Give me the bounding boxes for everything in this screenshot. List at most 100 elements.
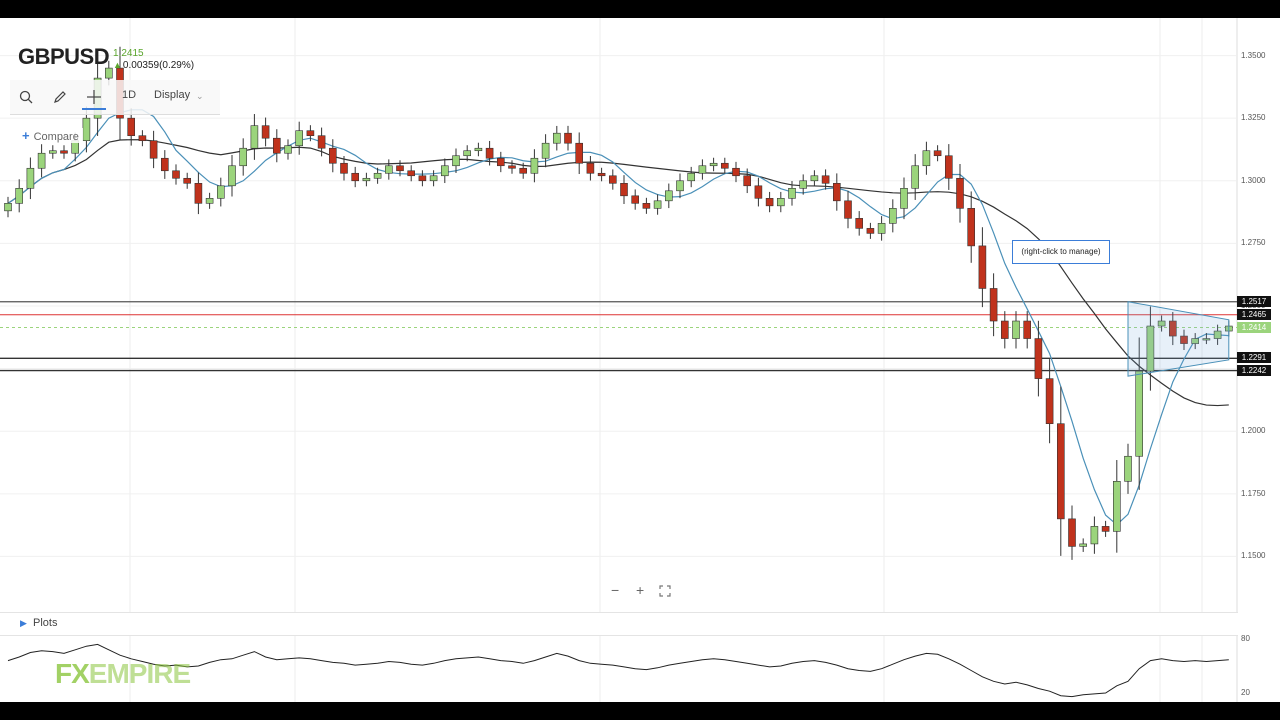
pencil-icon[interactable]: [48, 86, 72, 108]
candle-body: [1034, 338, 1043, 379]
candle-body: [1101, 526, 1110, 532]
candle-body: [217, 185, 225, 199]
candle-body: [138, 135, 147, 142]
candle-body: [60, 150, 68, 154]
candle-body: [956, 177, 964, 209]
candle-body: [978, 245, 987, 289]
last-price-tag: 1.2414: [1237, 321, 1271, 333]
candle-body: [496, 157, 505, 167]
candle-body: [161, 157, 169, 172]
candle-body: [776, 198, 785, 207]
candle-body: [1079, 543, 1087, 547]
candle-body: [4, 203, 12, 212]
candle-body: [586, 162, 595, 174]
drawing-tooltip[interactable]: (right-click to manage): [1012, 240, 1110, 264]
chart-toolbar: 1D Display ⌄: [10, 80, 220, 115]
oscillator-axis-tick: 80: [1241, 634, 1250, 643]
chart-area[interactable]: GBPUSD 1.2415 ▲0.00359(0.29%) 1D Display…: [0, 18, 1280, 702]
support-lower-price-tag: 1.2242: [1237, 364, 1271, 376]
candle-body: [105, 67, 113, 79]
fullscreen-icon[interactable]: [659, 584, 671, 600]
candle-body: [967, 208, 976, 247]
candle-body: [1202, 338, 1211, 341]
candle-body: [844, 200, 852, 219]
fxempire-logo: FXEMPIRE: [55, 658, 191, 689]
compare-button[interactable]: + Compare: [18, 128, 83, 143]
moving-average-slow-line: [7, 139, 1229, 407]
compare-label: Compare: [33, 131, 79, 143]
candle-body: [418, 175, 427, 182]
last-price-label: 1.2415: [113, 48, 144, 59]
candle-body: [127, 117, 135, 137]
candle-body: [944, 155, 953, 179]
candle-body: [384, 165, 393, 174]
price-chart[interactable]: [0, 18, 1280, 702]
candle-body: [866, 228, 875, 234]
candle-body: [810, 175, 819, 182]
oscillator-axis-tick: 20: [1241, 688, 1250, 697]
zoom-in-icon[interactable]: +: [636, 582, 645, 598]
price-axis-tick: 1.1500: [1241, 551, 1266, 561]
candle-body: [351, 172, 360, 182]
candle-body: [765, 198, 774, 207]
candle-body: [642, 203, 651, 209]
candle-body: [1157, 320, 1166, 327]
candle-body: [664, 190, 673, 202]
candle-body: [463, 150, 472, 157]
candle-body: [440, 165, 449, 177]
zoom-out-icon[interactable]: −: [611, 582, 620, 598]
candle-body: [474, 147, 483, 152]
candle-body: [754, 185, 763, 199]
candle-body: [519, 167, 528, 174]
price-axis-tick: 1.1750: [1241, 488, 1266, 498]
candle-body: [82, 117, 91, 142]
price-axis-tick: 1.2000: [1241, 426, 1266, 436]
display-menu[interactable]: Display: [154, 89, 191, 101]
chevron-down-icon[interactable]: ⌄: [196, 91, 204, 101]
candle-body: [732, 167, 740, 177]
candle-body: [1012, 320, 1020, 339]
candle-body: [653, 200, 662, 209]
candle-body: [1023, 320, 1032, 339]
candle-body: [1090, 526, 1099, 545]
candle-body: [1057, 423, 1065, 520]
crosshair-icon[interactable]: [82, 86, 106, 110]
candle-body: [676, 180, 684, 192]
price-change: ▲0.00359(0.29%): [113, 60, 194, 71]
consolidation-pattern: [1127, 301, 1230, 377]
plots-panel-header[interactable]: ▶ Plots: [0, 612, 1238, 636]
candle-body: [888, 208, 897, 224]
candle-body: [1124, 455, 1132, 482]
candle-body: [205, 198, 214, 204]
candle-body: [911, 165, 920, 189]
symbol-label: GBPUSD: [18, 44, 110, 69]
resistance-price-tag: 1.2517: [1237, 295, 1271, 307]
support-upper-price-tag: 1.2291: [1237, 352, 1271, 364]
candle-body: [183, 177, 191, 184]
red-level-price-tag: 1.2465: [1237, 308, 1271, 320]
candle-body: [149, 140, 158, 159]
plus-icon: +: [22, 128, 30, 143]
price-axis-tick: 1.3500: [1241, 50, 1266, 60]
candle-body: [631, 195, 640, 204]
candle-body: [900, 187, 908, 209]
expand-triangle-icon[interactable]: ▶: [20, 618, 27, 628]
price-axis-tick: 1.2750: [1241, 238, 1266, 248]
candle-body: [1113, 481, 1121, 532]
candle-body: [228, 165, 236, 187]
candle-body: [743, 175, 752, 187]
candle-body: [1146, 325, 1155, 372]
candle-body: [933, 150, 942, 157]
zoom-controls: − +: [603, 580, 679, 600]
candle-body: [15, 187, 23, 204]
candle-body: [508, 165, 516, 169]
interval-selector[interactable]: 1D: [122, 89, 137, 101]
candle-body: [832, 182, 841, 202]
candle-body: [698, 165, 707, 174]
candle-body: [597, 172, 606, 177]
candle-body: [48, 150, 57, 154]
search-icon[interactable]: [14, 86, 38, 108]
candle-body: [172, 170, 180, 179]
candle-body: [373, 172, 382, 179]
